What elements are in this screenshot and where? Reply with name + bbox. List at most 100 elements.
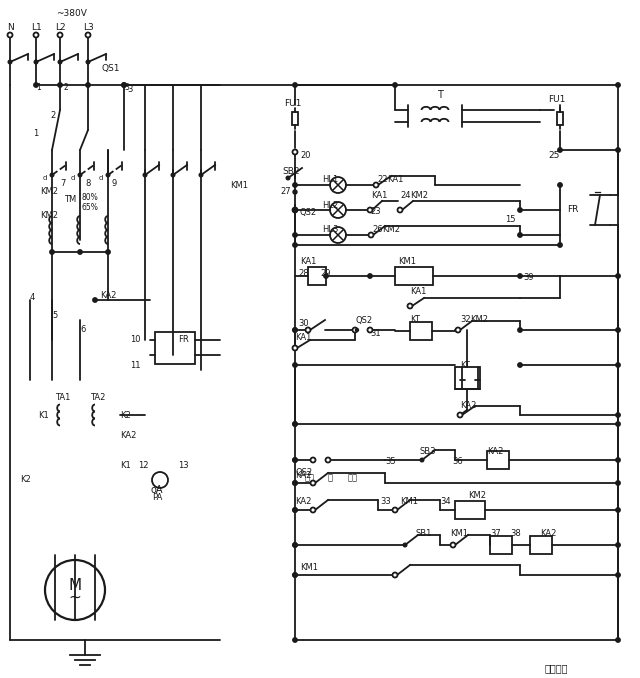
Text: 12: 12 <box>138 460 148 469</box>
Circle shape <box>518 327 522 332</box>
Circle shape <box>616 363 620 367</box>
Circle shape <box>374 183 378 187</box>
Text: KM1: KM1 <box>300 563 318 572</box>
Circle shape <box>518 207 522 212</box>
Text: 4: 4 <box>30 294 35 302</box>
Circle shape <box>34 83 38 87</box>
Text: ~: ~ <box>68 589 81 605</box>
Circle shape <box>393 573 397 577</box>
Text: KM2: KM2 <box>468 490 486 500</box>
Circle shape <box>616 458 620 462</box>
Circle shape <box>58 60 62 64</box>
Circle shape <box>293 481 297 485</box>
Circle shape <box>34 33 38 37</box>
Text: 2: 2 <box>50 111 55 119</box>
Circle shape <box>616 83 620 87</box>
Circle shape <box>293 183 297 187</box>
Circle shape <box>293 207 297 212</box>
Text: PA: PA <box>152 494 162 502</box>
Text: FU1: FU1 <box>284 98 301 108</box>
Circle shape <box>558 148 562 152</box>
Text: 24: 24 <box>400 191 410 201</box>
Text: 自动: 自动 <box>348 473 358 483</box>
Circle shape <box>293 327 297 332</box>
Text: SB1: SB1 <box>415 528 431 538</box>
Text: 35: 35 <box>385 458 396 466</box>
Text: 1: 1 <box>36 83 41 92</box>
Text: 80%: 80% <box>82 193 99 201</box>
Text: 27: 27 <box>280 188 291 197</box>
Text: KM1: KM1 <box>398 258 416 266</box>
Text: KM1: KM1 <box>230 180 248 189</box>
Text: 2: 2 <box>63 83 68 92</box>
Text: KM2: KM2 <box>410 191 428 201</box>
Circle shape <box>616 148 620 152</box>
Circle shape <box>616 508 620 512</box>
Circle shape <box>616 543 620 547</box>
Circle shape <box>86 60 90 64</box>
Text: 31: 31 <box>370 330 381 338</box>
Circle shape <box>50 173 54 177</box>
Circle shape <box>616 413 620 417</box>
Circle shape <box>518 363 522 367</box>
Circle shape <box>86 33 90 37</box>
Text: KA2: KA2 <box>120 431 136 439</box>
Circle shape <box>293 508 297 512</box>
Text: SB3: SB3 <box>420 447 436 456</box>
Circle shape <box>368 327 372 332</box>
Circle shape <box>106 250 110 254</box>
Bar <box>455 501 485 519</box>
Circle shape <box>393 83 397 87</box>
Bar <box>530 536 552 554</box>
Text: KA2: KA2 <box>540 528 556 538</box>
Circle shape <box>293 150 297 154</box>
Circle shape <box>368 207 372 212</box>
Circle shape <box>355 329 358 332</box>
Circle shape <box>616 422 620 426</box>
Text: N: N <box>6 22 13 31</box>
Circle shape <box>78 173 82 177</box>
Circle shape <box>306 327 310 332</box>
Circle shape <box>458 413 462 417</box>
Text: T: T <box>437 90 443 100</box>
Text: 29: 29 <box>320 269 330 279</box>
Circle shape <box>558 243 562 247</box>
Circle shape <box>293 346 297 351</box>
Text: KM1: KM1 <box>400 498 418 506</box>
Circle shape <box>34 60 38 64</box>
Text: 6: 6 <box>80 325 85 334</box>
Text: d: d <box>99 175 103 181</box>
Circle shape <box>420 458 424 462</box>
Text: KA2: KA2 <box>460 401 476 410</box>
Text: d: d <box>71 175 75 181</box>
Text: 39: 39 <box>523 273 534 283</box>
Bar <box>557 111 563 125</box>
Text: KA1: KA1 <box>295 334 312 342</box>
Circle shape <box>311 508 315 512</box>
Text: 13: 13 <box>178 460 189 469</box>
Text: TA1: TA1 <box>55 393 70 403</box>
Circle shape <box>293 207 297 212</box>
Text: QS2: QS2 <box>295 468 312 477</box>
Text: 36: 36 <box>452 458 463 466</box>
Circle shape <box>311 458 315 462</box>
Text: oA: oA <box>151 485 163 495</box>
Text: 5: 5 <box>52 311 57 319</box>
Text: KA2: KA2 <box>295 471 312 479</box>
Circle shape <box>326 458 330 462</box>
Text: TA2: TA2 <box>90 393 106 403</box>
Text: KA1: KA1 <box>387 174 403 184</box>
Circle shape <box>293 458 297 462</box>
Text: 37: 37 <box>490 528 500 538</box>
Text: 3: 3 <box>124 83 129 92</box>
Text: 23: 23 <box>370 207 381 216</box>
Circle shape <box>293 363 297 367</box>
Circle shape <box>293 190 297 194</box>
Circle shape <box>518 274 522 278</box>
Circle shape <box>172 173 175 177</box>
Circle shape <box>616 481 620 485</box>
Text: KA1: KA1 <box>371 191 387 201</box>
Circle shape <box>398 207 402 212</box>
Circle shape <box>78 250 82 254</box>
Circle shape <box>293 327 297 332</box>
